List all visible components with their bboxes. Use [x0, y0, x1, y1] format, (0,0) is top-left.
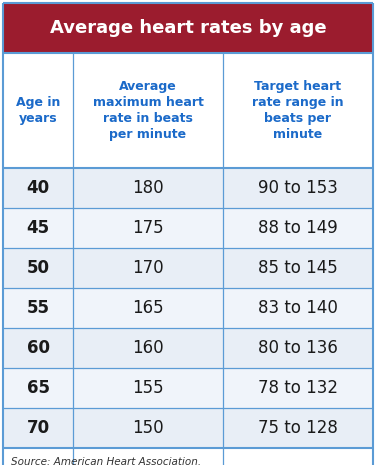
Text: 45: 45 [26, 219, 50, 237]
Text: 75 to 128: 75 to 128 [258, 419, 338, 437]
Text: 180: 180 [132, 179, 164, 197]
Text: 55: 55 [26, 299, 50, 317]
Text: Source: American Heart Association.: Source: American Heart Association. [11, 457, 201, 465]
Bar [3, 288, 373, 328]
Text: 50: 50 [26, 259, 50, 277]
Text: 88 to 149: 88 to 149 [258, 219, 338, 237]
Text: Target heart
rate range in
beats per
minute: Target heart rate range in beats per min… [252, 80, 344, 141]
Text: Average
maximum heart
rate in beats
per minute: Average maximum heart rate in beats per … [92, 80, 203, 141]
Text: 90 to 153: 90 to 153 [258, 179, 338, 197]
Text: 40: 40 [26, 179, 50, 197]
Bar [3, 368, 373, 408]
Text: 160: 160 [132, 339, 164, 357]
Bar [3, 448, 373, 465]
Text: Average heart rates by age: Average heart rates by age [50, 19, 326, 37]
Bar [3, 53, 373, 168]
Bar [3, 408, 373, 448]
Text: 155: 155 [132, 379, 164, 397]
Text: 83 to 140: 83 to 140 [258, 299, 338, 317]
Bar [3, 3, 373, 53]
Bar [3, 328, 373, 368]
Text: 65: 65 [26, 379, 50, 397]
Bar [3, 208, 373, 248]
Text: 170: 170 [132, 259, 164, 277]
Bar [3, 248, 373, 288]
Text: 165: 165 [132, 299, 164, 317]
Text: 150: 150 [132, 419, 164, 437]
Text: 175: 175 [132, 219, 164, 237]
Text: 70: 70 [26, 419, 50, 437]
Text: 78 to 132: 78 to 132 [258, 379, 338, 397]
Text: 85 to 145: 85 to 145 [258, 259, 338, 277]
Text: 80 to 136: 80 to 136 [258, 339, 338, 357]
Text: Age in
years: Age in years [16, 96, 60, 125]
Bar [3, 168, 373, 208]
Text: 60: 60 [26, 339, 50, 357]
